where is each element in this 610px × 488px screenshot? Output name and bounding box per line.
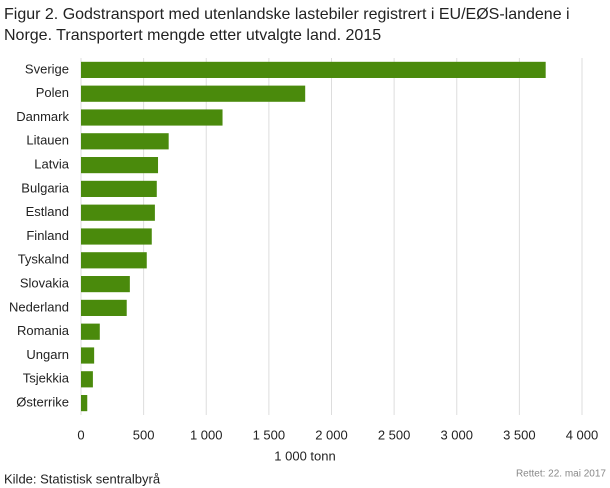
y-tick-label: Polen	[36, 85, 69, 100]
bar	[81, 395, 88, 412]
y-tick-label: Sverige	[25, 61, 69, 76]
x-tick-label: 4 000	[566, 427, 599, 442]
y-tick-label: Litauen	[26, 133, 69, 148]
bar	[81, 347, 95, 364]
x-tick-label: 3 500	[503, 427, 536, 442]
y-tick-label: Estland	[26, 204, 69, 219]
x-tick-label: 1 000	[190, 427, 223, 442]
y-tick-label: Romania	[17, 323, 70, 338]
bar	[81, 371, 93, 388]
bar	[81, 85, 306, 102]
bar	[81, 109, 223, 126]
bar	[81, 61, 546, 78]
bar	[81, 252, 147, 269]
y-tick-label: Latvia	[34, 157, 69, 172]
bar	[81, 204, 155, 221]
x-axis-title: 1 000 tonn	[274, 448, 335, 463]
bar	[81, 228, 152, 245]
note: Rettet: 22. mai 2017	[516, 469, 606, 480]
chart-title: Figur 2. Godstransport med utenlandske l…	[4, 6, 570, 44]
bar	[81, 276, 130, 293]
x-tick-label: 500	[133, 427, 155, 442]
bar	[81, 299, 127, 316]
x-tick-label: 1 500	[253, 427, 286, 442]
y-tick-label: Bulgaria	[21, 180, 69, 195]
y-tick-label: Østerrike	[16, 395, 69, 410]
x-tick-label: 2 000	[315, 427, 348, 442]
x-tick-label: 3 000	[440, 427, 473, 442]
y-tick-label: Nederland	[9, 299, 69, 314]
x-tick-label: 0	[77, 427, 84, 442]
y-tick-label: Tyskalnd	[18, 252, 69, 267]
source: Kilde: Statistisk sentralbyrå	[4, 471, 161, 486]
bar	[81, 180, 157, 197]
y-tick-label: Tsjekkia	[23, 371, 70, 386]
y-tick-label: Ungarn	[26, 347, 69, 362]
y-tick-label: Slovakia	[20, 276, 70, 291]
bar	[81, 323, 100, 340]
x-tick-label: 2 500	[378, 427, 411, 442]
y-tick-label: Finland	[26, 228, 69, 243]
bar	[81, 133, 169, 150]
bar	[81, 157, 159, 174]
y-tick-label: Danmark	[16, 109, 69, 124]
